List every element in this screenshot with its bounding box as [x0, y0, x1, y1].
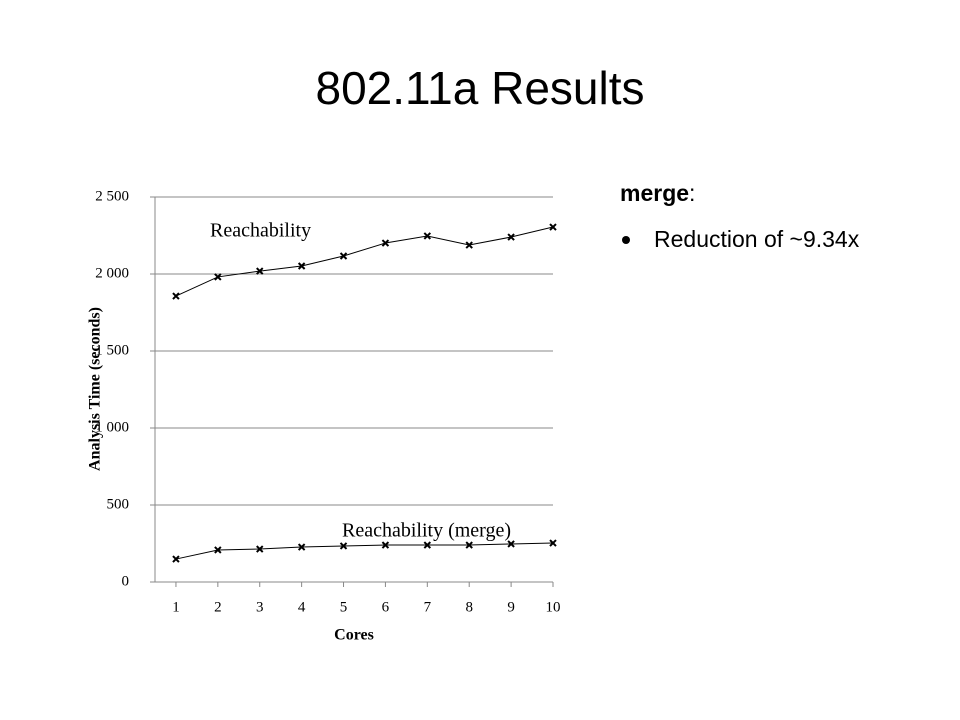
slide-title: 802.11a Results	[315, 62, 644, 114]
series-line	[175, 226, 554, 297]
y-tick-label: 1 500	[95, 342, 129, 358]
marker	[549, 539, 557, 547]
y-axis-title: Analysis Time (seconds)	[87, 307, 104, 471]
x-axis-title: Cores	[334, 627, 374, 644]
marker	[339, 542, 348, 550]
marker	[381, 239, 390, 247]
heading: merge:	[620, 180, 695, 206]
y-tick-label: 2 500	[95, 188, 129, 204]
y-tick-label: 500	[107, 496, 130, 512]
x-tick-label: 5	[340, 599, 348, 615]
x-tick-label: 7	[424, 599, 432, 615]
marker	[172, 555, 180, 563]
marker	[256, 267, 264, 275]
marker	[465, 241, 473, 249]
y-tick-label: 0	[122, 573, 130, 589]
series-line	[175, 542, 554, 560]
marker	[423, 541, 432, 549]
series-label: Reachability	[210, 220, 311, 242]
y-tick-label: 1 000	[95, 419, 129, 435]
y-tick-label: 2 000	[95, 265, 129, 281]
marker	[256, 545, 264, 553]
marker	[172, 292, 180, 300]
marker	[465, 541, 473, 549]
marker	[339, 252, 348, 260]
heading-bold: merge	[620, 180, 689, 206]
marker	[423, 232, 432, 240]
x-tick-label: 1	[172, 599, 180, 615]
bullet-dot	[622, 236, 630, 244]
marker	[549, 223, 557, 231]
marker	[297, 262, 306, 270]
series-label: Reachability (merge)	[342, 520, 511, 542]
marker	[297, 543, 306, 551]
x-tick-label: 8	[465, 599, 473, 615]
x-tick-label: 9	[507, 599, 515, 615]
x-tick-label: 3	[256, 599, 264, 615]
marker	[214, 273, 222, 281]
marker	[381, 541, 390, 549]
x-tick-label: 2	[214, 599, 222, 615]
x-tick-label: 4	[298, 599, 306, 615]
x-tick-label: 10	[546, 599, 561, 615]
x-tick-label: 6	[382, 599, 390, 615]
marker	[507, 540, 515, 548]
marker	[507, 233, 515, 241]
bullet-text: Reduction of ~9.34x	[654, 226, 860, 252]
marker	[214, 546, 222, 554]
heading-rest: :	[689, 180, 695, 206]
